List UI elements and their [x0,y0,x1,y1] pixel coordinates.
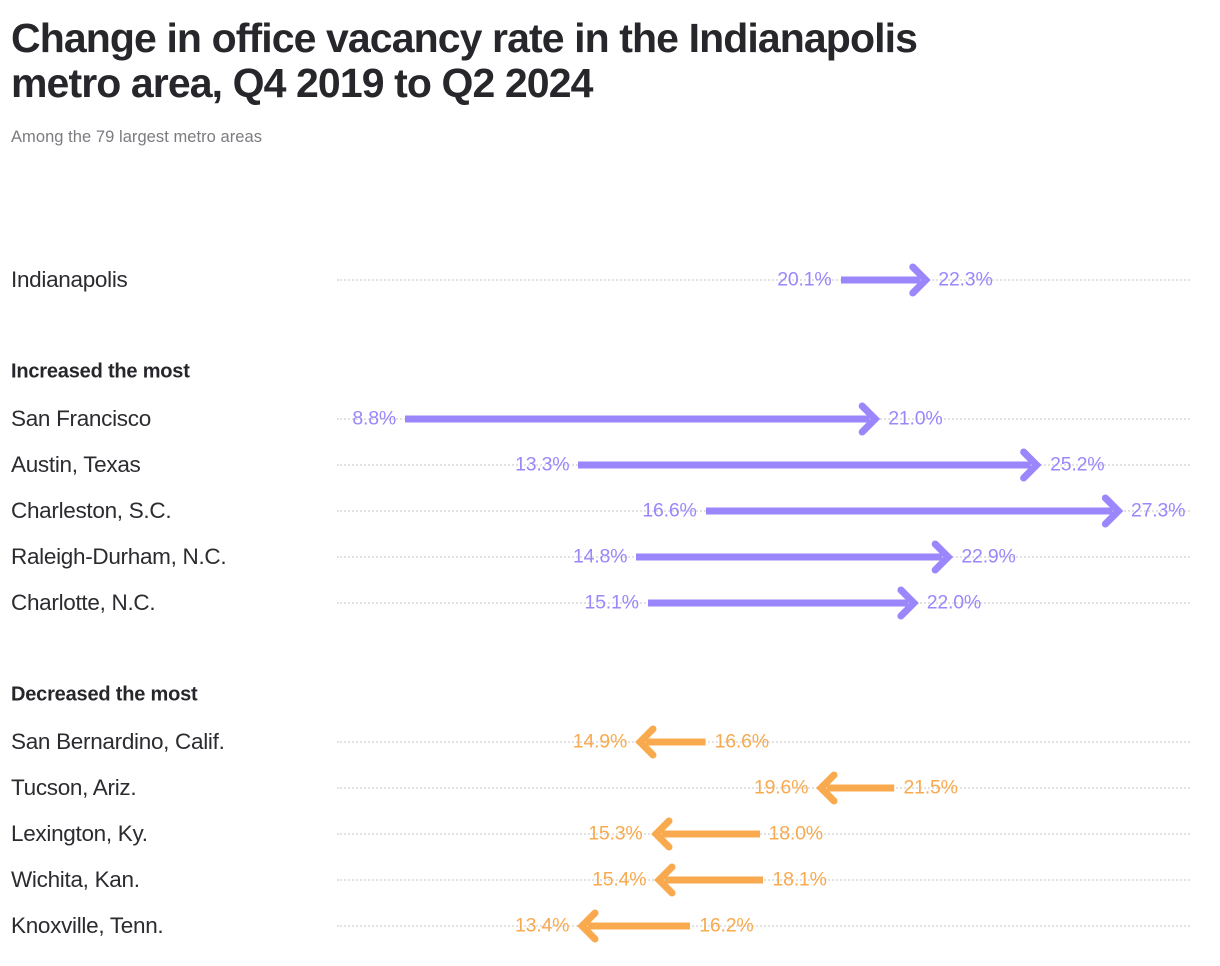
row-baseline [337,418,1190,420]
arrow-increase [647,586,919,620]
value-label-end: 19.6% [753,776,809,799]
row-label-wichita-kan: Wichita, Kan. [11,867,140,892]
page-title: Change in office vacancy rate in the Ind… [11,15,918,107]
value-label-start: 13.3% [515,453,570,476]
row-label-raleigh-durham-n-c: Raleigh-Durham, N.C. [11,544,227,569]
arrow-increase [840,263,931,297]
row-label-charlotte-n-c: Charlotte, N.C. [11,590,156,615]
row-label-austin-texas: Austin, Texas [11,452,141,477]
arrow-decrease [816,771,895,805]
row-baseline [337,602,1190,604]
row-baseline [337,279,1190,281]
group-heading-decreased: Decreased the most [11,683,198,706]
value-label-start: 21.5% [903,776,958,799]
arrow-increase [578,448,1043,482]
chart-header: Change in office vacancy rate in the Ind… [0,0,1220,147]
row-label-charleston-s-c: Charleston, S.C. [11,498,172,523]
value-label-start: 18.1% [772,868,827,891]
value-label-start: 15.1% [584,591,639,614]
value-label-start: 16.6% [714,730,769,753]
value-label-end: 25.2% [1050,453,1105,476]
value-label-end: 22.0% [926,591,982,614]
value-label-end: 22.3% [938,268,993,291]
value-label-start: 8.8% [352,407,396,430]
value-label-end: 15.3% [588,822,643,845]
row-label-san-bernardino-calif: San Bernardino, Calif. [11,729,225,754]
row-label-lexington-ky: Lexington, Ky. [11,821,148,846]
row-baseline [337,556,1190,558]
arrow-decrease [654,863,764,897]
row-label-knoxville-tenn: Knoxville, Tenn. [11,913,164,938]
row-baseline [337,464,1190,466]
row-baseline [337,741,1190,743]
value-label-start: 16.6% [642,499,697,522]
value-label-end: 15.4% [592,868,647,891]
arrow-decrease [577,909,691,943]
value-label-start: 20.1% [777,268,832,291]
row-baseline [337,787,1190,789]
value-label-end: 27.3% [1131,499,1186,522]
row-baseline [337,833,1190,835]
value-label-end: 13.4% [514,914,570,937]
arrow-increase [705,494,1123,528]
row-baseline [337,925,1190,927]
arrow-decrease [635,725,706,759]
row-baseline [337,510,1190,512]
value-label-start: 16.2% [699,914,754,937]
group-heading-increased: Increased the most [11,360,190,383]
value-label-start: 18.0% [768,822,823,845]
arrow-decrease [650,817,760,851]
value-label-end: 22.9% [961,545,1016,568]
value-label-end: 14.9% [572,730,628,753]
row-label-indianapolis: Indianapolis [11,267,128,292]
row-baseline [337,879,1190,881]
chart-subtitle: Among the 79 largest metro areas [11,128,263,147]
row-label-san-francisco: San Francisco [11,406,151,431]
value-label-start: 14.8% [572,545,628,568]
row-label-tucson-ariz: Tucson, Ariz. [11,775,137,800]
arrow-increase [405,402,881,436]
arrow-increase [636,540,954,574]
value-label-end: 21.0% [888,407,943,430]
